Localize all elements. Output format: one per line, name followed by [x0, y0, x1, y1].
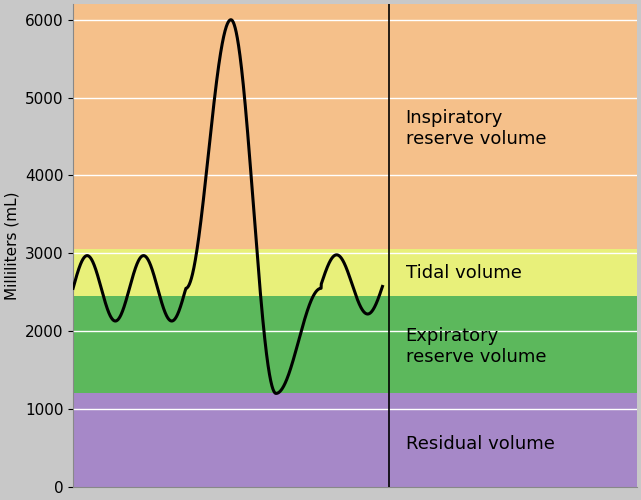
Text: Residual volume: Residual volume	[406, 435, 554, 453]
Bar	[73, 296, 637, 394]
Text: Inspiratory
reserve volume: Inspiratory reserve volume	[406, 110, 546, 148]
Text: Tidal volume: Tidal volume	[406, 264, 522, 281]
Y-axis label: Milliliters (mL): Milliliters (mL)	[4, 191, 19, 300]
Bar	[73, 250, 637, 296]
Bar	[73, 394, 637, 487]
Bar	[73, 4, 637, 250]
Text: Expiratory
reserve volume: Expiratory reserve volume	[406, 328, 546, 366]
